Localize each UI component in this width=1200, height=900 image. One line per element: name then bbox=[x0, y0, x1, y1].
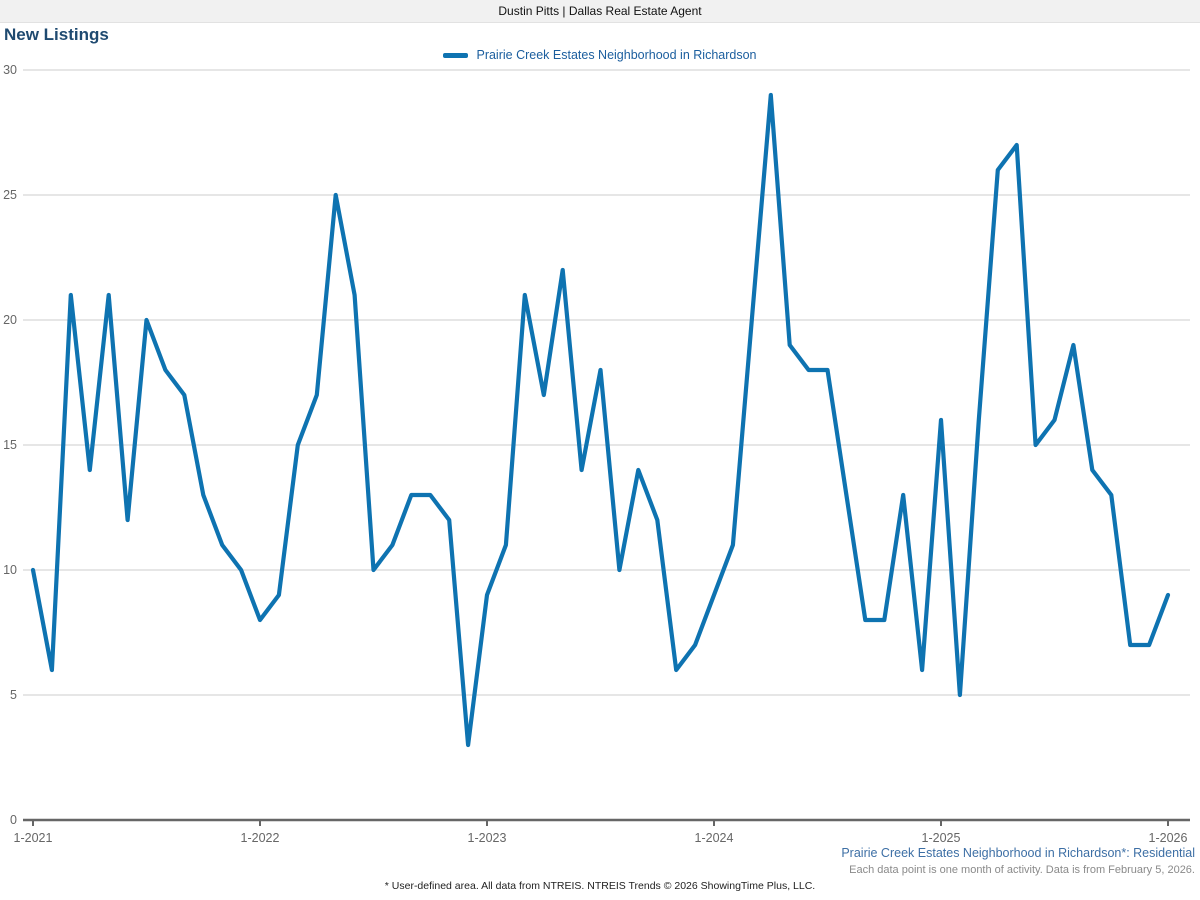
x-axis-label: 1-2024 bbox=[695, 831, 734, 845]
x-axis-label: 1-2026 bbox=[1149, 831, 1188, 845]
chart-legend: Prairie Creek Estates Neighborhood in Ri… bbox=[0, 47, 1200, 63]
x-axis-label: 1-2022 bbox=[241, 831, 280, 845]
chart-footer: Prairie Creek Estates Neighborhood in Ri… bbox=[841, 846, 1195, 878]
disclaimer-note: * User-defined area. All data from NTREI… bbox=[384, 880, 816, 892]
legend-label: Prairie Creek Estates Neighborhood in Ri… bbox=[476, 48, 757, 62]
x-axis-label: 1-2023 bbox=[468, 831, 507, 845]
x-axis-label: 1-2021 bbox=[14, 831, 53, 845]
y-axis-label: 5 bbox=[10, 688, 17, 702]
y-axis-label: 15 bbox=[3, 438, 17, 452]
y-axis-label: 30 bbox=[3, 63, 17, 77]
y-axis-label: 25 bbox=[3, 188, 17, 202]
top-bar: Dustin Pitts | Dallas Real Estate Agent bbox=[0, 0, 1200, 23]
series-line-prairie-creek[interactable] bbox=[30, 92, 1171, 748]
legend-line-swatch-icon bbox=[443, 52, 469, 58]
series-note[interactable]: Prairie Creek Estates Neighborhood in Ri… bbox=[841, 846, 1195, 860]
y-axis-label: 0 bbox=[10, 813, 17, 827]
page-title: New Listings bbox=[4, 25, 109, 44]
y-axis-label: 10 bbox=[3, 563, 17, 577]
x-axis-label: 1-2025 bbox=[922, 831, 961, 845]
data-note: Each data point is one month of activity… bbox=[849, 864, 1195, 876]
top-bar-title: Dustin Pitts | Dallas Real Estate Agent bbox=[498, 4, 702, 18]
new-listings-line-chart[interactable]: 0 5 10 15 20 25 30 1-2021 1-2022 1-2023 1-2024 1-20… bbox=[0, 0, 1200, 845]
y-axis-label: 20 bbox=[3, 313, 17, 327]
